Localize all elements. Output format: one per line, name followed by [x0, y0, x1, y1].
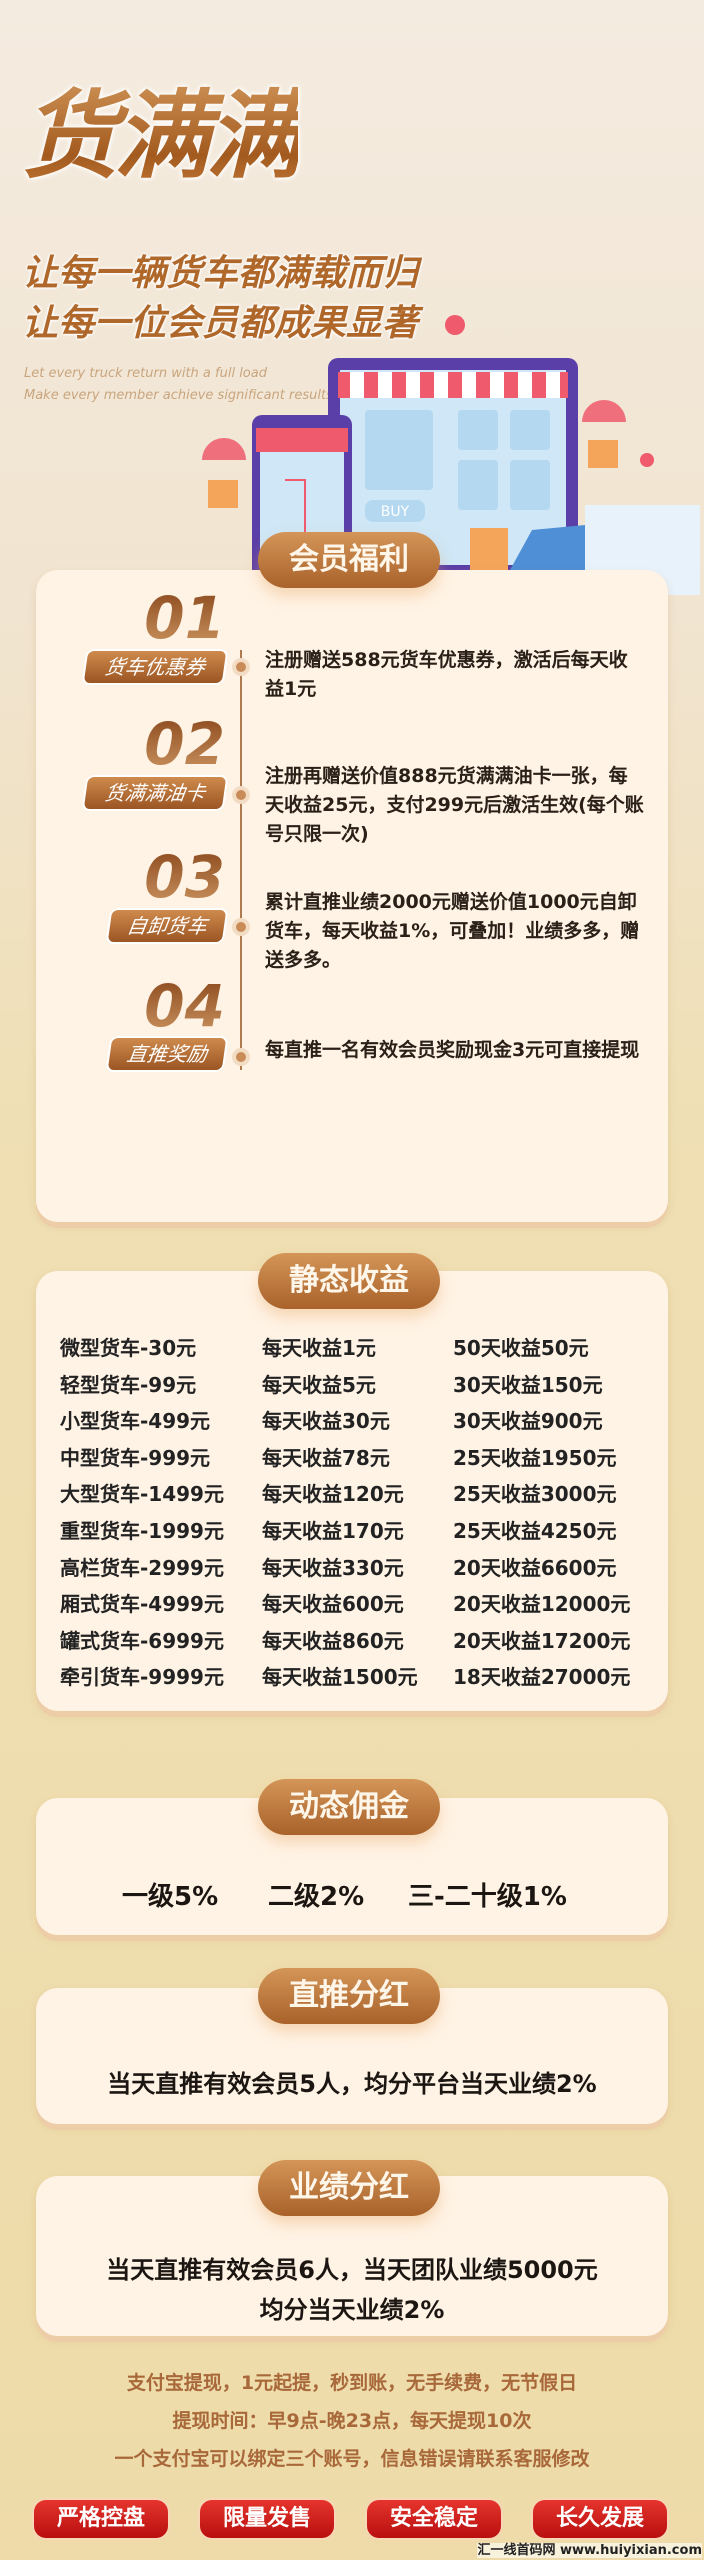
income-row: 微型货车-30元 每天收益1元 50天收益50元 — [60, 1332, 660, 1368]
truck-price: 牵引货车-9999元 — [60, 1665, 224, 1690]
income-row: 重型货车-1999元 每天收益170元 25天收益4250元 — [60, 1515, 660, 1551]
level-3-20-rate: 三-二十级1% — [408, 1882, 567, 1912]
total-income: 25天收益1950元 — [453, 1445, 617, 1470]
income-row: 罐式货车-6999元 每天收益860元 20天收益17200元 — [60, 1625, 660, 1661]
badge-limited-sale: 限量发售 — [200, 2500, 334, 2538]
badge-strict-control: 严格控盘 — [34, 2500, 168, 2538]
truck-price: 罐式货车-6999元 — [60, 1628, 224, 1653]
income-row: 高栏货车-2999元 每天收益330元 20天收益6600元 — [60, 1552, 660, 1588]
timeline-dot — [236, 922, 246, 932]
hero-title: 货满满 — [22, 58, 302, 197]
dynamic-commission-title: 动态佣金 — [258, 1779, 440, 1835]
daily-income: 每天收益120元 — [262, 1482, 404, 1507]
benefit-label: 货满满油卡 — [83, 777, 227, 809]
total-income: 50天收益50元 — [453, 1336, 589, 1360]
account-binding-note: 一个支付宝可以绑定三个账号，信息错误请联系客服修改 — [114, 2448, 590, 2470]
truck-price: 高栏货车-2999元 — [60, 1555, 224, 1580]
total-income: 20天收益6600元 — [453, 1555, 617, 1580]
performance-dividend-title: 业绩分红 — [258, 2160, 440, 2216]
total-income: 25天收益4250元 — [453, 1519, 617, 1543]
badge-long-term: 长久发展 — [533, 2500, 667, 2538]
total-income: 30天收益900元 — [453, 1409, 603, 1434]
performance-line-1: 当天直推有效会员6人，当天团队业绩5000元 — [106, 2256, 598, 2284]
income-row: 轻型货车-99元 每天收益5元 30天收益150元 — [60, 1369, 660, 1405]
income-row: 厢式货车-4999元 每天收益600元 20天收益12000元 — [60, 1588, 660, 1624]
daily-income: 每天收益1元 — [262, 1336, 376, 1360]
watermark: 汇一线首码网 www.huiyixian.com — [477, 2543, 702, 2558]
slogan-1: 让每一辆货车都满载而归 — [22, 253, 419, 294]
level-2-rate: 二级2% — [268, 1882, 365, 1912]
total-income: 18天收益27000元 — [453, 1665, 631, 1690]
map-pin-icon — [445, 315, 654, 467]
benefits-title: 会员福利 — [258, 532, 440, 588]
daily-income: 每天收益78元 — [262, 1445, 390, 1470]
truck-price: 中型货车-999元 — [60, 1445, 211, 1470]
truck-price: 小型货车-499元 — [60, 1409, 211, 1434]
benefit-label: 直推奖励 — [107, 1038, 227, 1070]
daily-income: 每天收益30元 — [262, 1409, 390, 1434]
slogan-2: 让每一位会员都成果显著 — [22, 303, 419, 344]
daily-income: 每天收益1500元 — [262, 1665, 418, 1690]
income-row: 大型货车-1499元 每天收益120元 25天收益3000元 — [60, 1478, 660, 1514]
daily-income: 每天收益600元 — [262, 1592, 404, 1617]
timeline-dot — [236, 1052, 246, 1062]
direct-dividend-text: 当天直推有效会员5人，均分平台当天业绩2% — [107, 2070, 597, 2098]
buy-label: BUY — [381, 504, 410, 520]
benefit-label: 货车优惠券 — [83, 651, 227, 683]
laptop-store-icon: BUY — [328, 358, 578, 573]
hero-illustration: BUY — [180, 315, 700, 640]
truck-price: 重型货车-1999元 — [60, 1519, 224, 1543]
level-1-rate: 一级5% — [122, 1882, 219, 1912]
withdraw-info: 支付宝提现，1元起提，秒到账，无手续费，无节假日 — [126, 2372, 578, 2394]
benefit-text: 每直推一名有效会员奖励现金3元可直接提现 — [265, 1039, 640, 1061]
benefit-text: 注册赠送588元货车优惠券，激活后每天收益1元 — [265, 649, 628, 700]
badge-safe-stable: 安全稳定 — [367, 2500, 501, 2538]
daily-income: 每天收益5元 — [262, 1372, 376, 1397]
daily-income: 每天收益860元 — [262, 1628, 404, 1653]
truck-price: 厢式货车-4999元 — [60, 1592, 224, 1617]
total-income: 30天收益150元 — [453, 1372, 603, 1397]
parachute-icon — [202, 400, 626, 508]
truck-price: 微型货车-30元 — [60, 1336, 197, 1360]
truck-price: 轻型货车-99元 — [60, 1372, 197, 1397]
daily-income: 每天收益330元 — [262, 1555, 404, 1580]
performance-line-2: 均分当天业绩2% — [259, 2296, 445, 2324]
income-row: 中型货车-999元 每天收益78元 25天收益1950元 — [60, 1442, 660, 1478]
daily-income: 每天收益170元 — [262, 1519, 404, 1543]
benefit-number: 02 — [75, 715, 225, 773]
withdraw-time: 提现时间：早9点-晚23点，每天提现10次 — [172, 2410, 532, 2432]
timeline-line — [240, 650, 242, 1070]
total-income: 25天收益3000元 — [453, 1482, 617, 1507]
direct-dividend-title: 直推分红 — [258, 1968, 440, 2024]
static-income-card — [36, 1271, 668, 1711]
timeline-dot — [236, 790, 246, 800]
truck-price: 大型货车-1499元 — [60, 1482, 224, 1507]
english-slogan-1: Let every truck return with a full load — [24, 366, 267, 381]
benefit-number: 03 — [75, 848, 225, 906]
benefit-text: 注册再赠送价值888元货满满油卡一张，每天收益25元，支付299元后激活生效(每… — [265, 765, 644, 845]
benefit-label: 自卸货车 — [107, 910, 227, 942]
english-slogan-2: Make every member achieve significant re… — [24, 388, 333, 403]
static-income-title: 静态收益 — [258, 1253, 440, 1309]
benefit-text: 累计直推业绩2000元赠送价值1000元自卸货车，每天收益1%，可叠加！业绩多多… — [265, 891, 640, 971]
income-row: 小型货车-499元 每天收益30元 30天收益900元 — [60, 1405, 660, 1441]
timeline-dot — [236, 662, 246, 672]
total-income: 20天收益17200元 — [453, 1628, 631, 1653]
income-row: 牵引货车-9999元 每天收益1500元 18天收益27000元 — [60, 1661, 660, 1697]
benefit-number: 04 — [75, 977, 225, 1035]
benefit-number: 01 — [75, 589, 225, 647]
total-income: 20天收益12000元 — [453, 1592, 631, 1617]
